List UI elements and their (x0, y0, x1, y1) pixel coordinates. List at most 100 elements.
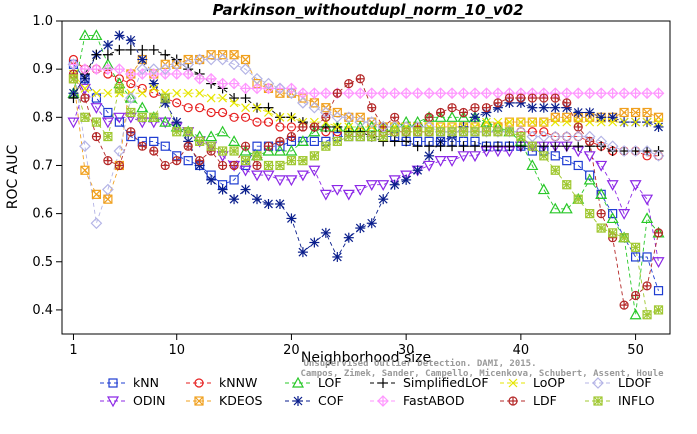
data-point-fastabod (618, 87, 630, 100)
data-point-ldf (160, 160, 170, 171)
data-point-simplifiedlof (538, 141, 549, 152)
data-point-inflo (424, 127, 434, 137)
x-axis-label: Neighborhood size (301, 350, 431, 366)
data-point-fastabod (308, 87, 321, 100)
data-point-fastabod (583, 87, 596, 100)
data-point-cof (240, 184, 251, 195)
data-point-simplifiedlof (389, 136, 400, 147)
data-point-fastabod (652, 87, 665, 100)
data-point-inflo (137, 112, 147, 122)
data-point-ldf (642, 281, 652, 291)
data-point-fastabod (216, 77, 229, 90)
data-point-ldof (251, 72, 263, 85)
series-markers (67, 29, 665, 320)
data-point-ldf (573, 122, 583, 132)
data-point-lof (641, 212, 654, 224)
data-point-knn (573, 160, 583, 171)
legend-label-cof: COF (318, 393, 344, 408)
data-point-cof (607, 112, 618, 123)
axis-ticks: 1 10 20 30 40 50 0.4 0.5 0.6 0.7 0.8 0.9 1.0 (32, 14, 644, 358)
data-point-loop (619, 117, 629, 127)
data-point-fastabod (411, 87, 424, 100)
data-point-loop (321, 117, 331, 127)
data-point-fastabod (251, 82, 263, 95)
data-point-lof (365, 120, 378, 132)
data-point-fastabod (193, 72, 206, 85)
data-point-ldof (526, 130, 539, 143)
data-point-ldof (308, 101, 321, 114)
data-point-ldf (619, 300, 629, 310)
data-point-ldof (457, 125, 470, 138)
data-point-knnw (286, 122, 297, 132)
data-point-fastabod (400, 87, 412, 100)
legend-marker-lof (291, 376, 305, 388)
data-point-ldf (309, 122, 319, 132)
data-point-cof (206, 174, 217, 185)
data-point-inflo (470, 127, 480, 137)
data-point-lof (262, 144, 275, 156)
data-point-loop (309, 117, 319, 127)
data-point-ldf (470, 103, 480, 113)
data-point-lof (457, 111, 470, 122)
data-point-loop (206, 93, 216, 103)
data-point-lof (434, 111, 447, 122)
data-point-inflo (68, 74, 79, 84)
legend: kNN kNNW LOF SimplifiedLOF LoOP LDOF ODIN KDEOS… (100, 375, 655, 408)
data-point-cof (389, 179, 400, 190)
data-point-knnw (252, 117, 262, 127)
data-point-ldof (262, 77, 275, 90)
series-line-simplifiedlof (73, 49, 659, 152)
data-point-lof (560, 202, 573, 214)
data-point-simplifiedlof (412, 141, 423, 152)
data-point-odin (618, 209, 631, 220)
data-point-ldf (240, 141, 251, 151)
data-point-fastabod (342, 87, 355, 100)
data-point-simplifiedlof (642, 146, 653, 157)
series-line-knn (73, 64, 659, 291)
data-point-inflo (493, 127, 503, 137)
data-point-lof (549, 202, 562, 214)
data-point-loop (573, 117, 583, 127)
data-point-knn (630, 252, 641, 262)
data-point-ldof (67, 58, 80, 71)
data-point-lof (216, 125, 229, 137)
data-point-cof (584, 107, 595, 118)
data-point-ldof (342, 111, 355, 124)
data-point-simplifiedlof (229, 93, 240, 104)
data-point-simplifiedlof (492, 141, 503, 152)
legend-marker-ldof (592, 377, 604, 389)
data-point-ldf (137, 141, 147, 151)
data-point-inflo (195, 136, 205, 146)
y-tick-label: 0.4 (32, 303, 53, 318)
data-point-cof (401, 174, 412, 185)
series-line-ldof (73, 59, 659, 224)
data-point-cof (343, 232, 354, 243)
data-point-lof (606, 212, 619, 224)
data-point-odin (90, 103, 103, 114)
data-point-cof (171, 117, 182, 128)
legend-label-fastabod: FastABOD (403, 393, 465, 408)
data-point-lof (90, 29, 103, 41)
data-point-inflo (447, 127, 457, 137)
data-point-ldf (218, 160, 228, 171)
data-point-loop (344, 122, 354, 132)
data-point-ldof (629, 145, 642, 157)
data-point-ldf (103, 156, 113, 166)
data-point-fastabod (377, 87, 390, 100)
data-point-fastabod (388, 87, 401, 100)
data-point-ldof (537, 130, 550, 143)
data-point-knn (149, 136, 159, 146)
data-point-ldf (286, 131, 297, 142)
data-point-lof (239, 144, 252, 156)
data-point-lof (629, 308, 642, 320)
data-point-loop (149, 83, 159, 93)
data-point-lof (78, 29, 91, 41)
data-point-cof (538, 102, 549, 113)
data-point-lof (583, 173, 596, 185)
series-line-ldf (73, 73, 659, 306)
legend-label-knnw: kNNW (219, 375, 257, 390)
data-point-odin (468, 151, 482, 163)
data-point-odin (652, 257, 665, 269)
data-point-fastabod (320, 87, 332, 100)
